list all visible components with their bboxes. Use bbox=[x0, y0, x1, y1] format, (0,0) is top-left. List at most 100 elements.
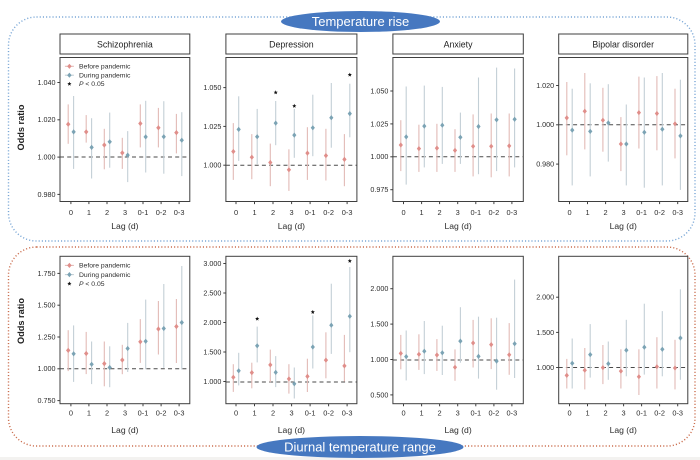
svg-text:3: 3 bbox=[456, 208, 460, 217]
svg-text:2: 2 bbox=[271, 409, 275, 418]
svg-text:0.980: 0.980 bbox=[536, 160, 554, 169]
svg-text:1.250: 1.250 bbox=[38, 332, 56, 341]
svg-text:0: 0 bbox=[401, 409, 405, 418]
svg-text:Lag (d): Lag (d) bbox=[444, 221, 471, 231]
svg-text:3: 3 bbox=[622, 409, 626, 418]
svg-text:2: 2 bbox=[105, 208, 109, 217]
svg-text:0-1: 0-1 bbox=[305, 208, 316, 217]
svg-text:1.050: 1.050 bbox=[370, 86, 388, 95]
svg-text:3: 3 bbox=[456, 409, 460, 418]
svg-text:2: 2 bbox=[604, 409, 608, 418]
svg-text:1.050: 1.050 bbox=[203, 83, 221, 92]
svg-text:3: 3 bbox=[622, 208, 626, 217]
svg-text:Anxiety: Anxiety bbox=[444, 39, 473, 49]
svg-text:1: 1 bbox=[252, 409, 256, 418]
svg-text:1.000: 1.000 bbox=[38, 364, 56, 373]
svg-text:0-1: 0-1 bbox=[305, 409, 316, 418]
svg-text:0-2: 0-2 bbox=[654, 208, 665, 217]
svg-text:2: 2 bbox=[105, 409, 109, 418]
svg-text:0-1: 0-1 bbox=[636, 208, 647, 217]
svg-text:2: 2 bbox=[438, 208, 442, 217]
svg-text:0: 0 bbox=[401, 208, 405, 217]
svg-text:0-2: 0-2 bbox=[489, 208, 500, 217]
svg-text:0-3: 0-3 bbox=[672, 409, 683, 418]
svg-text:Lag (d): Lag (d) bbox=[278, 221, 305, 231]
svg-text:0-3: 0-3 bbox=[174, 208, 185, 217]
svg-text:2.500: 2.500 bbox=[203, 288, 221, 297]
svg-text:3: 3 bbox=[123, 208, 127, 217]
svg-text:Schizophrenia: Schizophrenia bbox=[97, 39, 153, 49]
svg-text:1.000: 1.000 bbox=[203, 161, 221, 170]
svg-text:0-3: 0-3 bbox=[507, 208, 518, 217]
svg-text:0: 0 bbox=[69, 409, 73, 418]
svg-text:1: 1 bbox=[252, 208, 256, 217]
svg-text:0-3: 0-3 bbox=[174, 409, 185, 418]
svg-text:Lag (d): Lag (d) bbox=[610, 425, 637, 435]
svg-text:0-3: 0-3 bbox=[672, 208, 683, 217]
svg-text:1.500: 1.500 bbox=[203, 347, 221, 356]
svg-text:Odds ratio: Odds ratio bbox=[16, 298, 26, 344]
svg-text:Before pandemic: Before pandemic bbox=[79, 64, 131, 71]
svg-text:0.750: 0.750 bbox=[38, 396, 56, 405]
svg-text:P < 0.05: P < 0.05 bbox=[79, 281, 105, 288]
svg-text:0-2: 0-2 bbox=[489, 409, 500, 418]
svg-text:0-2: 0-2 bbox=[323, 409, 334, 418]
svg-text:1.020: 1.020 bbox=[536, 81, 554, 90]
svg-text:1.025: 1.025 bbox=[370, 119, 388, 128]
svg-text:1.000: 1.000 bbox=[370, 355, 388, 364]
svg-text:3: 3 bbox=[123, 409, 127, 418]
svg-text:0-1: 0-1 bbox=[470, 409, 481, 418]
svg-text:Lag (d): Lag (d) bbox=[278, 425, 305, 435]
svg-text:0.975: 0.975 bbox=[370, 185, 388, 194]
svg-text:1.000: 1.000 bbox=[370, 152, 388, 161]
svg-text:1.750: 1.750 bbox=[38, 269, 56, 278]
svg-text:2.000: 2.000 bbox=[370, 284, 388, 293]
svg-text:0: 0 bbox=[567, 409, 571, 418]
svg-text:Lag (d): Lag (d) bbox=[111, 221, 138, 231]
svg-text:0-2: 0-2 bbox=[323, 208, 334, 217]
svg-text:1.020: 1.020 bbox=[38, 115, 56, 124]
svg-text:Diurnal temperature range: Diurnal temperature range bbox=[284, 440, 436, 455]
svg-text:1.025: 1.025 bbox=[203, 122, 221, 131]
svg-text:During pandemic: During pandemic bbox=[79, 73, 131, 80]
svg-text:0: 0 bbox=[234, 409, 238, 418]
svg-text:2.000: 2.000 bbox=[536, 293, 554, 302]
svg-text:2: 2 bbox=[271, 208, 275, 217]
svg-text:1: 1 bbox=[87, 208, 91, 217]
svg-text:1.000: 1.000 bbox=[203, 377, 221, 386]
svg-text:3: 3 bbox=[290, 208, 294, 217]
svg-text:1.000: 1.000 bbox=[536, 120, 554, 129]
svg-text:1.000: 1.000 bbox=[536, 363, 554, 372]
svg-text:Odds ratio: Odds ratio bbox=[16, 104, 26, 150]
svg-text:0-1: 0-1 bbox=[636, 409, 647, 418]
svg-text:0: 0 bbox=[567, 208, 571, 217]
svg-text:Lag (d): Lag (d) bbox=[444, 425, 471, 435]
svg-text:Bipolar disorder: Bipolar disorder bbox=[592, 39, 654, 49]
svg-text:3: 3 bbox=[290, 409, 294, 418]
svg-text:0: 0 bbox=[69, 208, 73, 217]
svg-text:2: 2 bbox=[438, 409, 442, 418]
svg-text:1: 1 bbox=[585, 208, 589, 217]
svg-text:0-2: 0-2 bbox=[654, 409, 665, 418]
svg-text:Lag (d): Lag (d) bbox=[111, 425, 138, 435]
svg-text:1.000: 1.000 bbox=[38, 153, 56, 162]
svg-text:0-1: 0-1 bbox=[470, 208, 481, 217]
svg-text:1.500: 1.500 bbox=[38, 301, 56, 310]
svg-text:0-2: 0-2 bbox=[156, 409, 167, 418]
svg-text:Lag (d): Lag (d) bbox=[610, 221, 637, 231]
svg-text:1: 1 bbox=[420, 409, 424, 418]
svg-text:1: 1 bbox=[87, 409, 91, 418]
svg-text:P < 0.05: P < 0.05 bbox=[79, 81, 105, 88]
svg-text:1.500: 1.500 bbox=[370, 320, 388, 329]
svg-text:1.500: 1.500 bbox=[536, 328, 554, 337]
svg-text:0-2: 0-2 bbox=[156, 208, 167, 217]
svg-text:1: 1 bbox=[420, 208, 424, 217]
svg-text:2: 2 bbox=[604, 208, 608, 217]
svg-text:0-3: 0-3 bbox=[507, 409, 518, 418]
svg-text:3.000: 3.000 bbox=[203, 259, 221, 268]
svg-text:0-3: 0-3 bbox=[342, 409, 353, 418]
svg-text:Temperature rise: Temperature rise bbox=[312, 14, 410, 29]
svg-text:During pandemic: During pandemic bbox=[79, 272, 131, 279]
svg-text:0-1: 0-1 bbox=[138, 208, 149, 217]
svg-text:Depression: Depression bbox=[269, 39, 314, 49]
